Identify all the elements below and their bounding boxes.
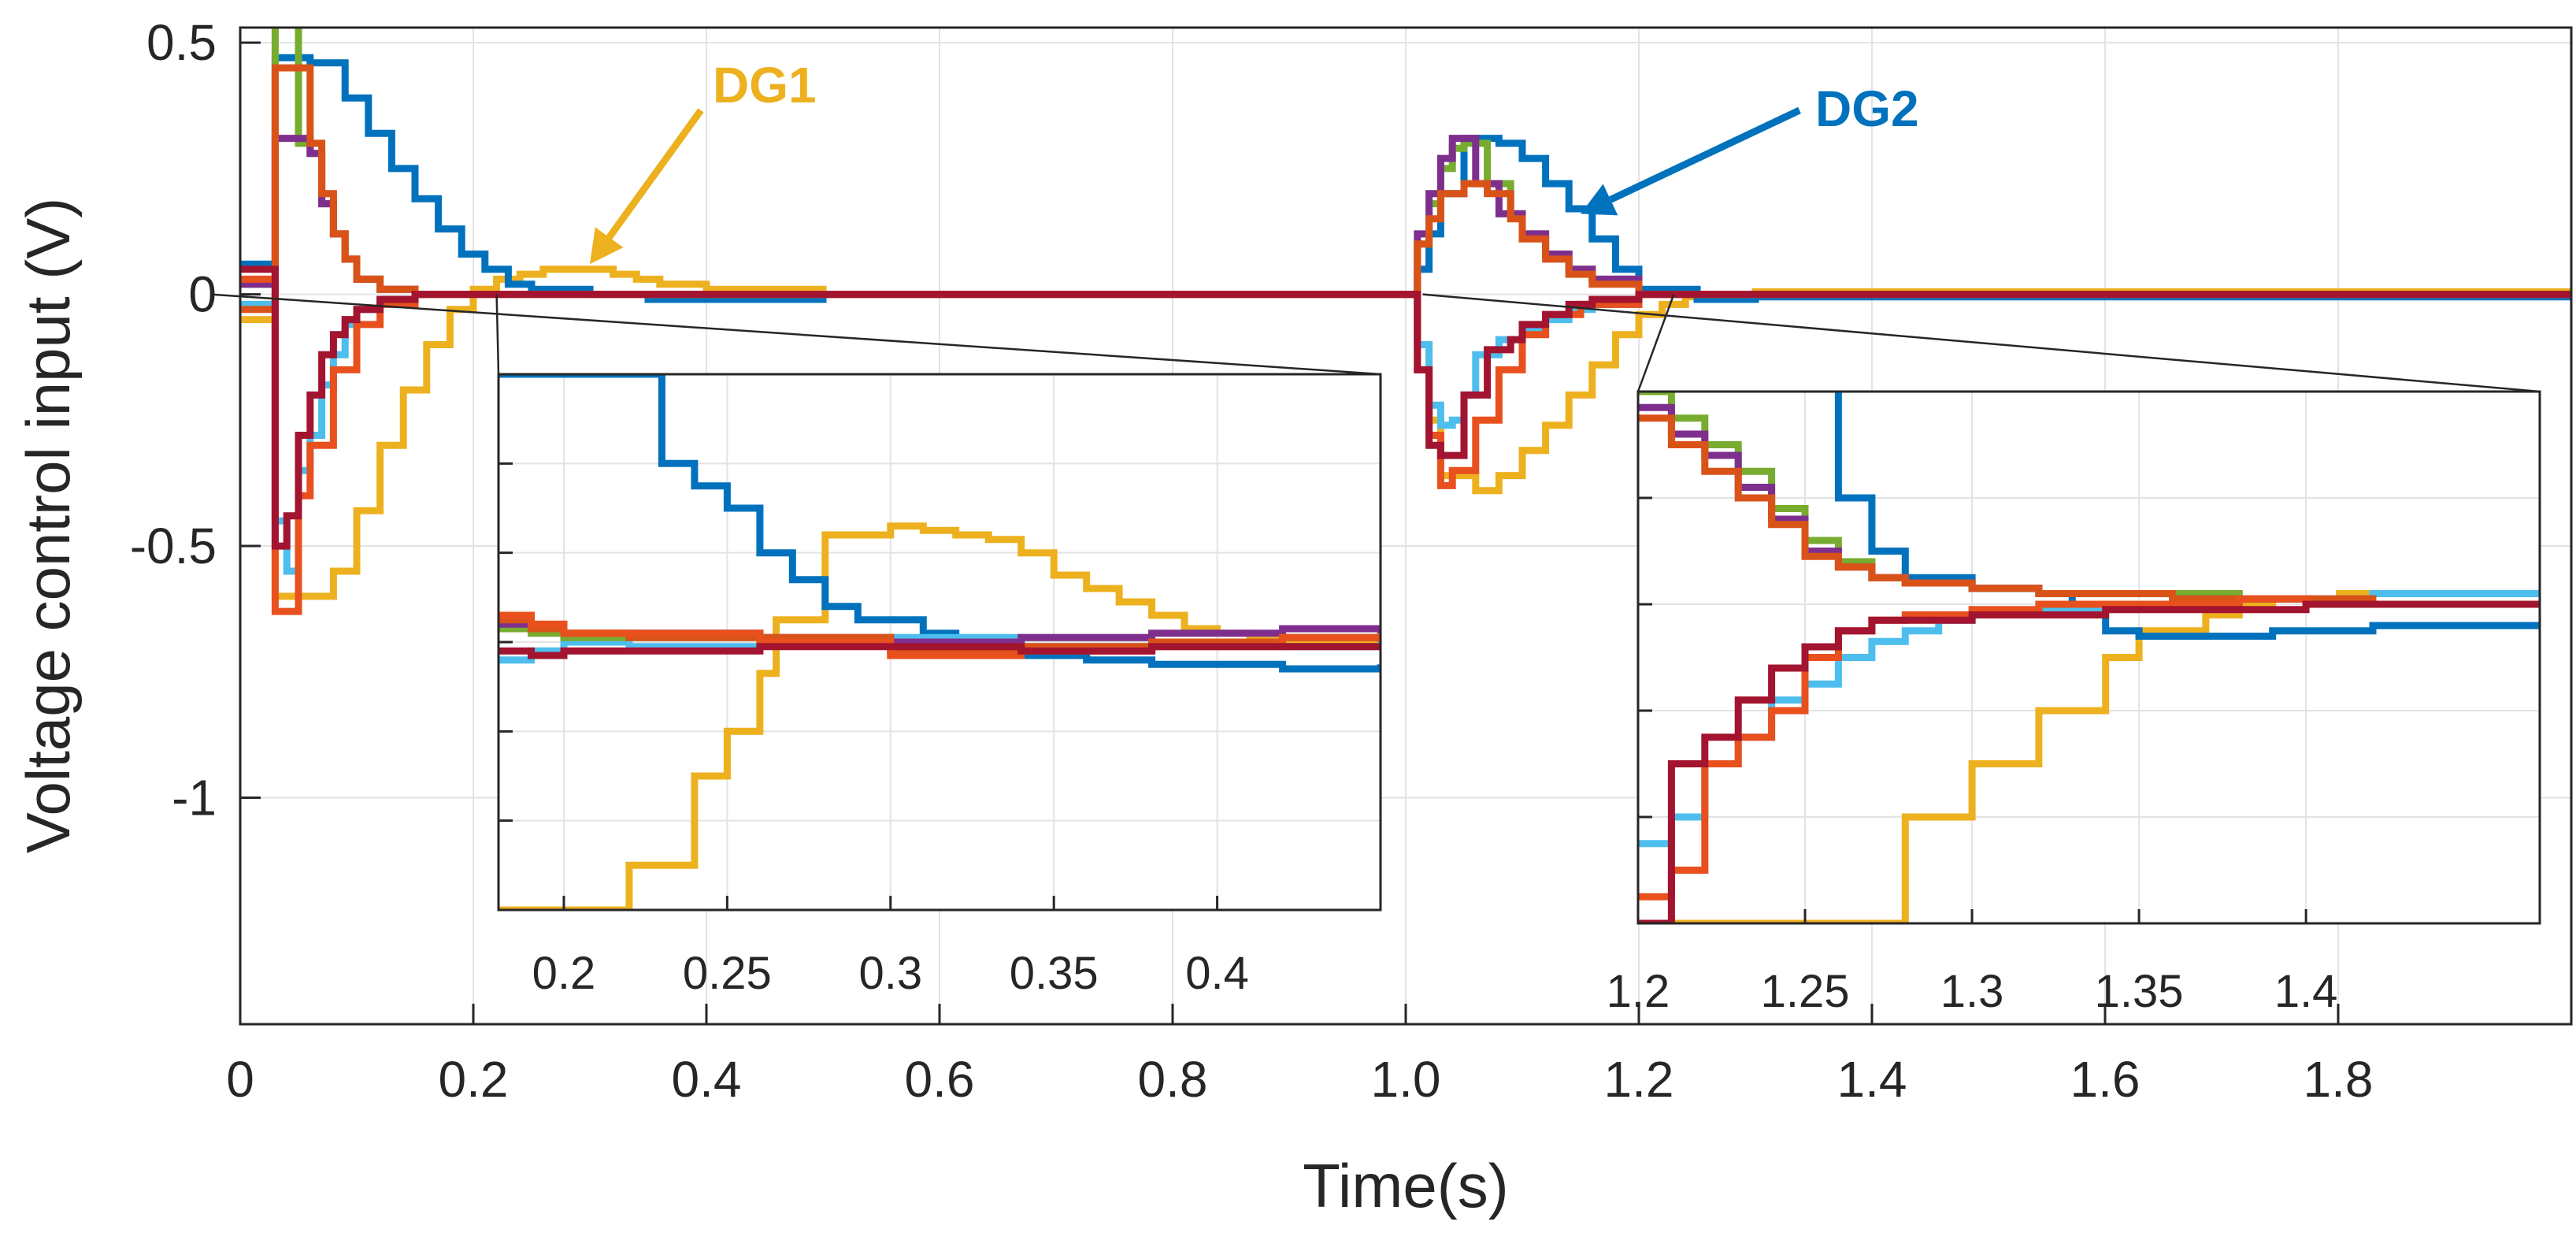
- x-tick-label: 0.2: [439, 1051, 509, 1108]
- inset-frame: [1636, 390, 2541, 925]
- inset-series: [499, 374, 1381, 910]
- annotation-label-dg1: DG1: [713, 57, 817, 113]
- x-tick-label: 0.8: [1138, 1051, 1208, 1108]
- inset-x-tick-label: 0.2: [532, 948, 596, 999]
- inset-right: 1.2 1.25 1.3 1.35 1.4: [1607, 390, 2541, 1017]
- inset-series: [1638, 392, 2540, 923]
- zoom-line: [495, 294, 500, 375]
- x-tick-label: 1.0: [1371, 1051, 1441, 1108]
- x-tick-label: 0: [226, 1051, 254, 1108]
- series-line-dg8: [240, 266, 2571, 550]
- inset-series-line-dg8: [499, 643, 1381, 659]
- inset-x-tick-label: 1.2: [1607, 966, 1670, 1017]
- x-tick-label: 0.4: [672, 1051, 742, 1108]
- inset-x-tick-label: 1.35: [2095, 966, 2184, 1017]
- inset-x-tick-label: 0.25: [683, 948, 772, 999]
- inset-x-tick-label: 1.4: [2274, 966, 2338, 1017]
- annotation-arrow-shaft: [1609, 106, 1801, 203]
- y-tick-label: 0.5: [146, 14, 217, 71]
- x-tick-label: 1.2: [1604, 1051, 1674, 1108]
- series-line-dg2: [240, 54, 2571, 303]
- inset-x-tick-label: 0.4: [1185, 948, 1249, 999]
- annotation-label-dg2: DG2: [1815, 80, 1919, 137]
- main-ticks: 0 0.2 0.4 0.6 0.8 1.0 1.2 1.4 1.6 1.80.50-0.5-1: [130, 14, 2374, 1108]
- zoom-line: [1422, 293, 2541, 393]
- inset-x-tick-label: 0.3: [858, 948, 922, 999]
- annotation-arrow-shaft: [606, 108, 704, 240]
- inset-series-line-dg1: [499, 522, 1381, 910]
- annotations: DG1 DG2: [590, 57, 1919, 265]
- inset-x-tick-label: 0.35: [1010, 948, 1099, 999]
- x-axis-title: Time(s): [1303, 1151, 1508, 1220]
- x-tick-label: 1.8: [2304, 1051, 2374, 1108]
- y-tick-label: -1: [172, 770, 217, 826]
- inset-x-tick-label: 1.25: [1761, 966, 1850, 1017]
- x-tick-label: 1.4: [1837, 1051, 1907, 1108]
- y-tick-label: -0.5: [130, 518, 217, 574]
- x-tick-label: 0.6: [905, 1051, 975, 1108]
- y-axis-title: Voltage control input (V): [13, 198, 83, 853]
- inset-x-tick-label: 1.3: [1940, 966, 2004, 1017]
- x-tick-label: 1.6: [2070, 1051, 2140, 1108]
- main-series: [240, 28, 2571, 615]
- annotation-arrow-head: [590, 227, 624, 265]
- inset-series-line-dg8: [1638, 600, 2540, 923]
- annotation-arrow-head: [1581, 184, 1618, 216]
- zoom-line: [210, 293, 1381, 376]
- inset-background: [1638, 392, 2540, 923]
- series-line-dg1: [240, 266, 2571, 600]
- zoom-line: [1636, 294, 1675, 392]
- zoom-connector-lines: [210, 293, 2541, 393]
- inset-left: 0.2 0.25 0.3 0.35 0.4: [497, 373, 1382, 999]
